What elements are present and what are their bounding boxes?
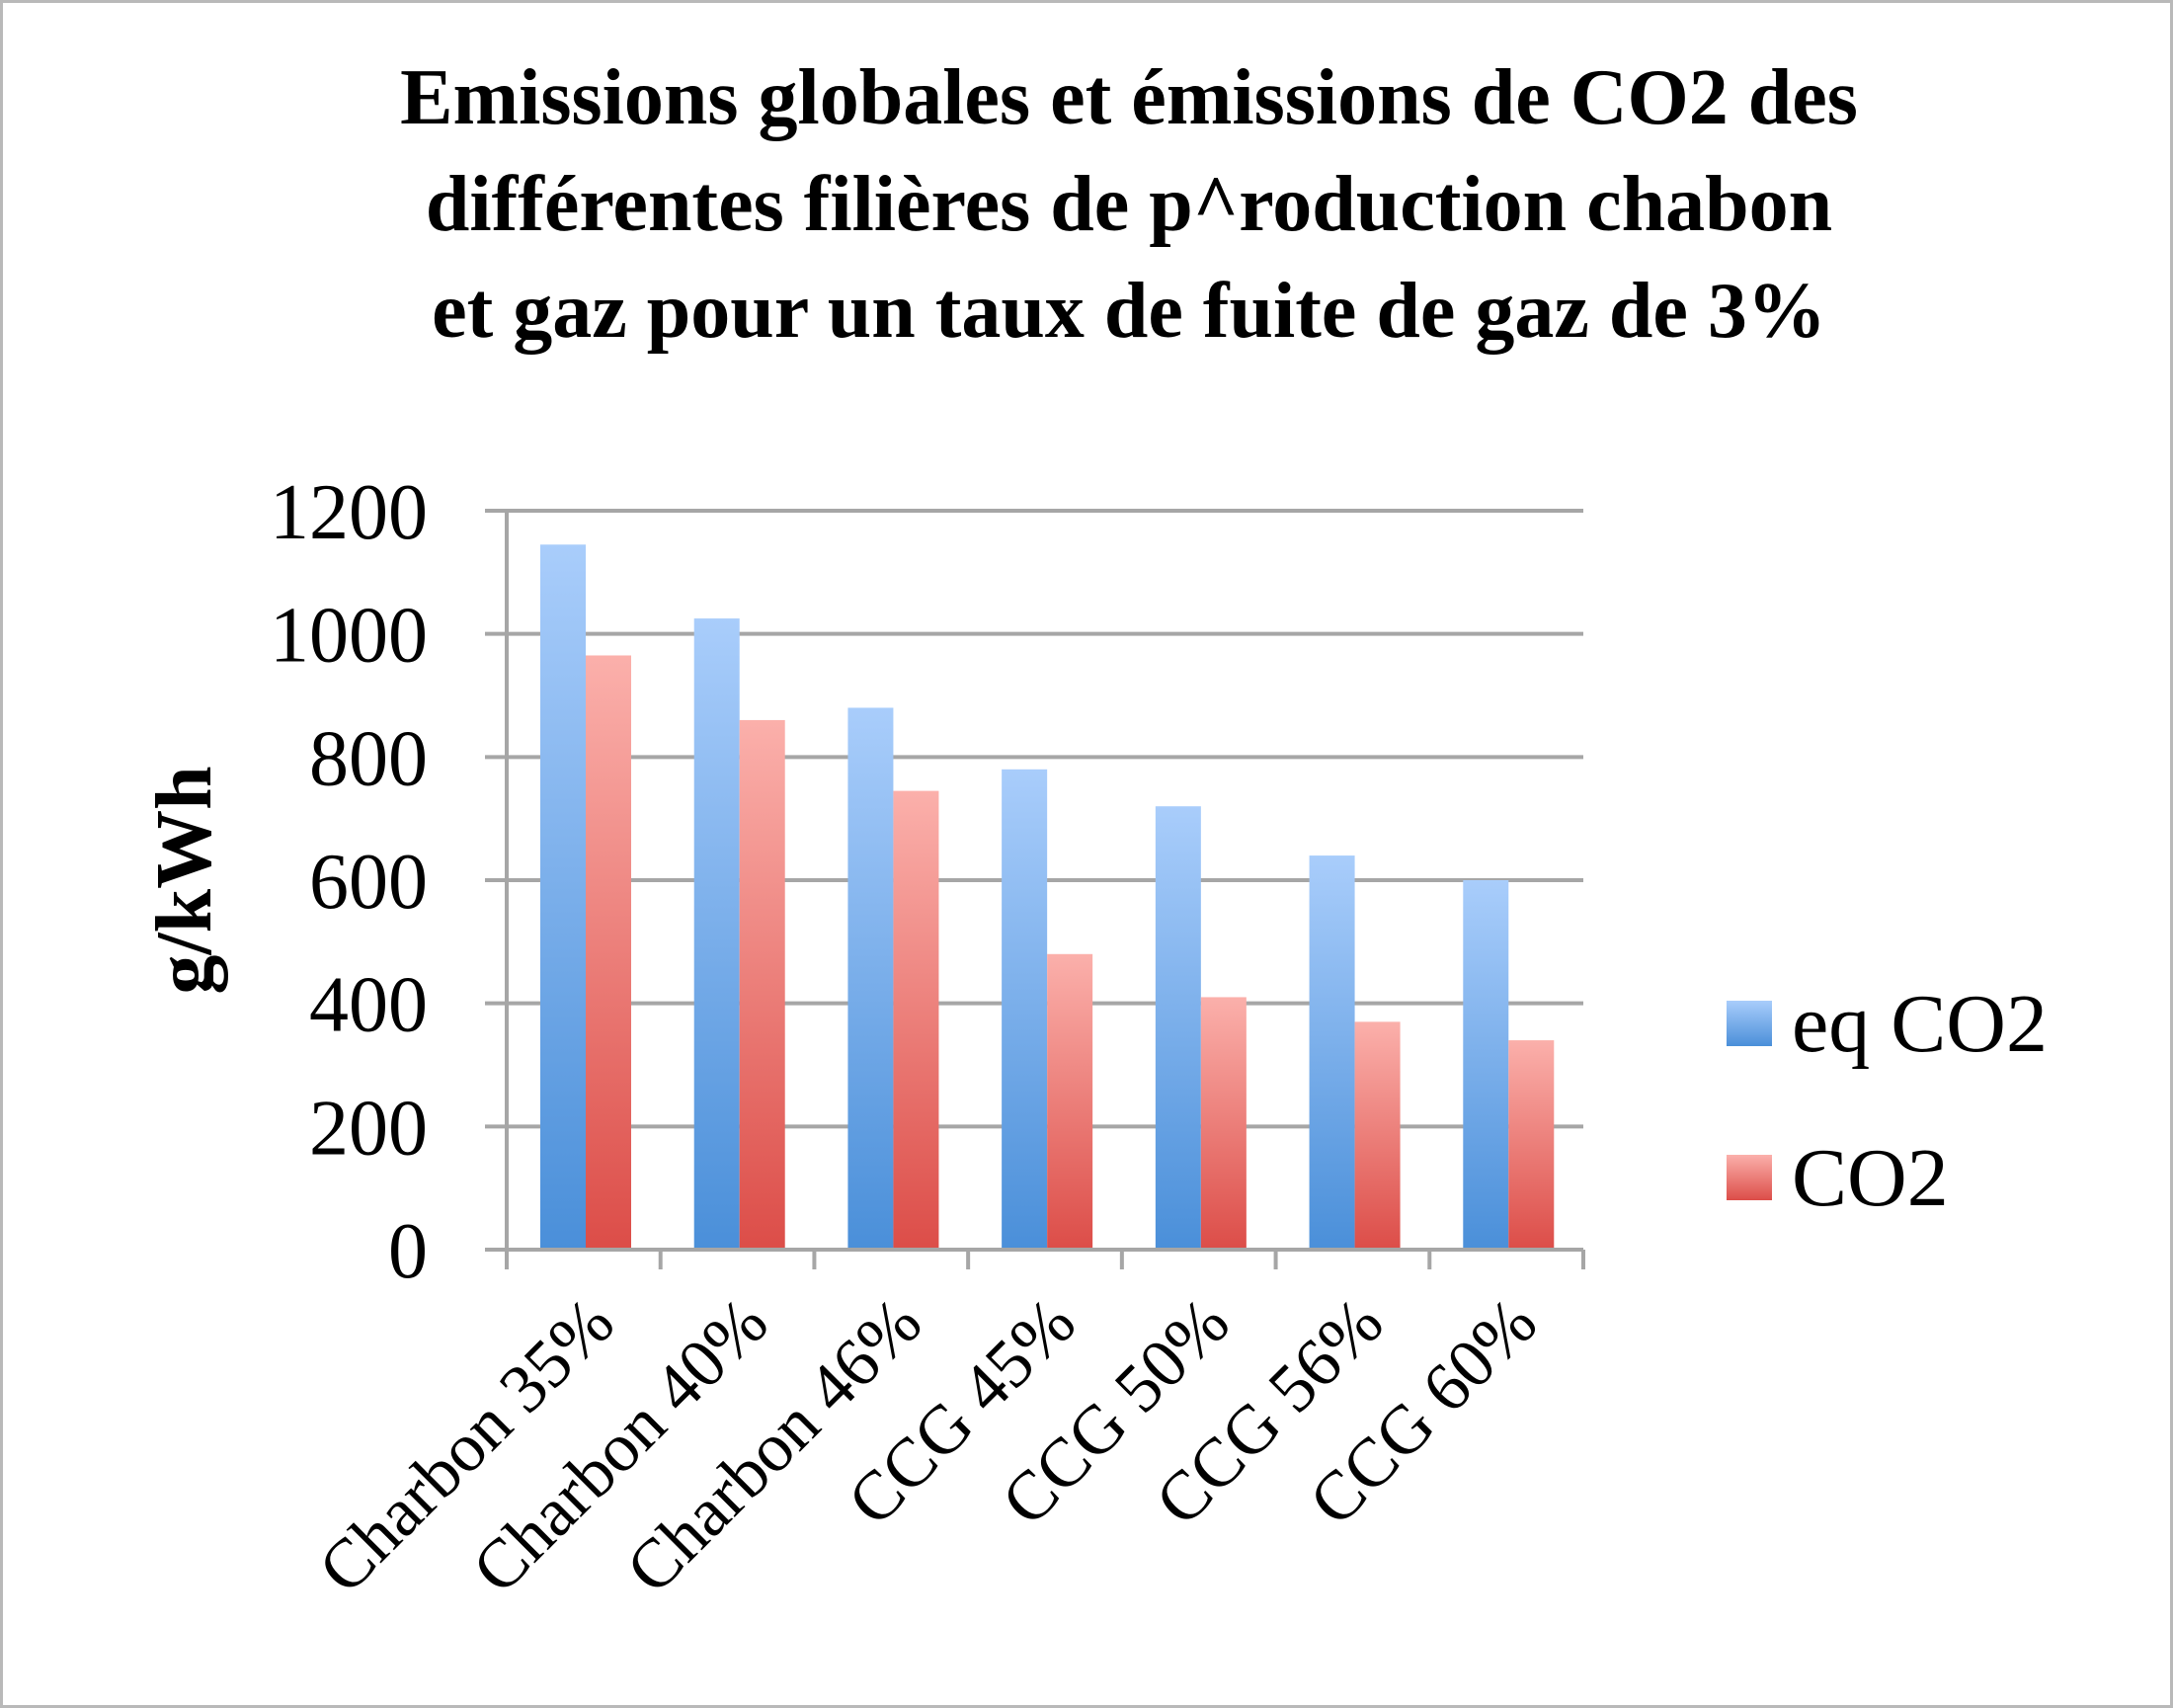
y-tick-label: 400: [309, 962, 428, 1049]
bar-co2: [1508, 1040, 1555, 1250]
chart-title-line-3: et gaz pour un taux de fuite de gaz de 3…: [432, 268, 1826, 355]
y-tick-label: 600: [309, 839, 428, 926]
bar-eq-co2: [1002, 769, 1048, 1250]
legend: eq CO2 CO2: [1727, 946, 2048, 1255]
y-tick-label: 200: [309, 1085, 428, 1172]
legend-label-eq-co2: eq CO2: [1792, 977, 2048, 1070]
bar-co2: [1200, 997, 1247, 1250]
bar-co2: [1354, 1021, 1401, 1250]
y-tick-label: 1200: [270, 469, 428, 556]
bar-eq-co2: [693, 618, 740, 1250]
axes: [485, 511, 1585, 1269]
bar-eq-co2: [540, 544, 586, 1250]
bar-co2: [893, 790, 939, 1250]
bar-eq-co2: [847, 707, 894, 1250]
legend-item-co2: CO2: [1727, 1100, 2048, 1255]
y-axis-title: g/kWh: [141, 766, 228, 994]
chart-title-line-1: Emissions globales et émissions de CO2 d…: [400, 54, 1858, 141]
chart-title-line-2: différentes filières de p^roduction chab…: [425, 161, 1833, 248]
legend-label-co2: CO2: [1792, 1131, 1949, 1224]
bar-co2: [586, 655, 631, 1250]
bar-eq-co2: [1463, 880, 1509, 1250]
y-tick-label: 0: [388, 1208, 428, 1295]
bar-eq-co2: [1309, 855, 1355, 1250]
bar-co2: [1047, 953, 1093, 1250]
bar-co2: [739, 719, 785, 1250]
y-tick-label: 1000: [270, 593, 428, 680]
legend-swatch-eq-co2: [1727, 1001, 1772, 1046]
chart-title: Emissions globales et émissions de CO2 d…: [151, 44, 2107, 365]
bars: [540, 544, 1555, 1250]
bar-eq-co2: [1155, 806, 1201, 1250]
legend-swatch-co2: [1727, 1155, 1772, 1200]
legend-item-eq-co2: eq CO2: [1727, 946, 2048, 1100]
gridlines: [485, 509, 1583, 1129]
y-tick-label: 800: [309, 715, 428, 802]
